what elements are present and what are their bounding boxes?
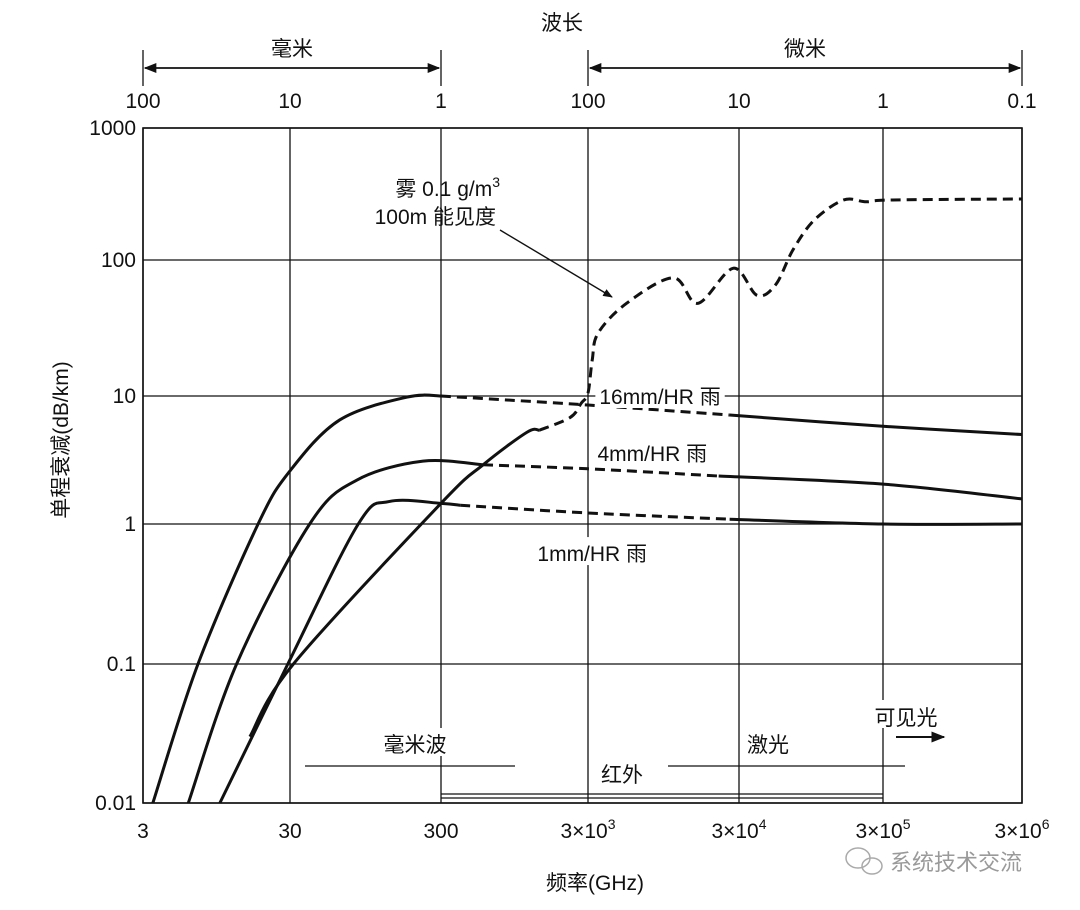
y-tick-label: 1000 bbox=[89, 117, 136, 140]
fog-annotation-line2: 100m 能见度 bbox=[375, 206, 496, 229]
x-tick-label: 3 bbox=[137, 820, 149, 843]
series-line-solid bbox=[729, 517, 1023, 526]
series-label: 16mm/HR 雨 bbox=[599, 386, 720, 409]
wavelength-tick-label: 0.1 bbox=[1007, 90, 1036, 113]
series-line-dashed bbox=[483, 463, 719, 478]
fog-annotation-line1: 雾 0.1 g/m3 bbox=[395, 174, 500, 201]
wavelength-tick-label: 1 bbox=[877, 90, 889, 113]
series-label-bg bbox=[593, 436, 712, 465]
range-label: 微米 bbox=[784, 38, 826, 61]
series-line-dashed bbox=[460, 503, 730, 521]
top-axis-title: 波长 bbox=[541, 12, 583, 35]
x-tick-label: 300 bbox=[423, 820, 458, 843]
x-tick-label: 3×104 bbox=[711, 816, 766, 843]
fog-annotation-arrow bbox=[499, 229, 613, 298]
y-tick-label: 0.1 bbox=[107, 653, 136, 676]
watermark: 系统技术交流 bbox=[890, 850, 1022, 875]
x-tick-exponent: 3 bbox=[608, 816, 616, 832]
band-label-bg bbox=[355, 728, 475, 756]
x-axis-label: 频率(GHz) bbox=[546, 872, 644, 895]
fog-annotation-exponent: 3 bbox=[492, 174, 500, 190]
x-tick-exponent: 4 bbox=[759, 816, 767, 832]
band-label-visible: 可见光 bbox=[875, 707, 938, 730]
wavelength-tick-label: 100 bbox=[125, 90, 160, 113]
x-tick-label: 3×106 bbox=[994, 816, 1049, 843]
band-label-infrared: 红外 bbox=[601, 764, 643, 787]
series-line-solid bbox=[248, 427, 540, 738]
x-tick-exponent: 5 bbox=[903, 816, 911, 832]
wavelength-tick-label: 1 bbox=[435, 90, 447, 113]
series-label: 1mm/HR 雨 bbox=[537, 543, 647, 566]
series-line-dashed bbox=[538, 197, 1023, 432]
wavelength-tick-label: 10 bbox=[278, 90, 301, 113]
series-line-solid bbox=[729, 413, 1023, 437]
y-axis-label: 单程衰减(dB/km) bbox=[50, 361, 73, 519]
wavelength-tick-label: 10 bbox=[727, 90, 750, 113]
x-tick-exponent: 6 bbox=[1042, 816, 1050, 832]
y-tick-label: 100 bbox=[101, 249, 136, 272]
x-tick-label: 30 bbox=[278, 820, 301, 843]
band-label-laser: 激光 bbox=[747, 734, 789, 757]
range-label: 毫米 bbox=[271, 38, 313, 61]
y-tick-label: 1 bbox=[124, 513, 136, 536]
band-label-millimeter: 毫米波 bbox=[384, 734, 447, 757]
band-label-bg bbox=[868, 700, 948, 728]
wechat-icon bbox=[845, 847, 883, 875]
curves bbox=[151, 197, 1023, 804]
y-tick-label: 10 bbox=[113, 385, 136, 408]
x-tick-label: 3×103 bbox=[560, 816, 615, 843]
series-label-bg bbox=[533, 537, 652, 566]
series-line-solid bbox=[151, 393, 442, 804]
labels: 3 30 300 3×103 3×104 3×105 3×106 1000 100 10 1 0.1 0… bbox=[89, 38, 1049, 843]
x-tick-label: 3×105 bbox=[855, 816, 910, 843]
series-label-bg bbox=[595, 380, 725, 408]
wavelength-tick-label: 100 bbox=[570, 90, 605, 113]
series-label: 4mm/HR 雨 bbox=[597, 443, 707, 466]
y-tick-label: 0.01 bbox=[95, 792, 136, 815]
series-line-solid bbox=[186, 459, 484, 804]
series-line-solid bbox=[218, 498, 461, 804]
series-line-solid bbox=[718, 474, 1023, 501]
series-line-dashed bbox=[440, 394, 730, 417]
